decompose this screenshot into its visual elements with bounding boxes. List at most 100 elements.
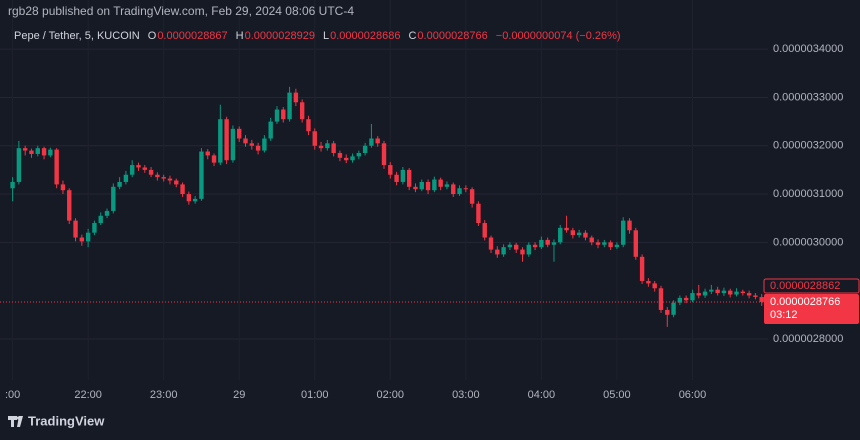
candle-body [344,157,349,161]
candle-body [570,230,576,236]
x-tick-label: 29 [233,389,245,401]
x-tick-label: 05:00 [603,389,631,401]
candle-body [438,179,443,187]
candle-body [627,220,632,231]
candle-body [293,92,299,103]
candle-body [274,109,280,122]
candle-body [325,143,330,149]
candle-body [237,128,242,139]
brand-name: TradingView [28,413,105,428]
candle-body [375,138,380,144]
candle-body [318,145,324,149]
candle-body [595,242,601,245]
candle-body [299,102,305,120]
candle-body [394,174,399,182]
brand: TradingView [8,413,105,428]
candle-body [388,165,393,175]
candle-body [696,293,701,296]
candle-body [167,178,173,181]
candle-body [406,169,412,187]
change: −0.0000000074 (−0.26%) [496,30,621,42]
candle-body [136,165,141,168]
candle-body [539,239,544,248]
candle-body [161,177,166,179]
candle-body [608,242,613,248]
candle-body [369,138,374,146]
x-tick-label: 04:00 [528,389,556,401]
brand-logo-dot [16,416,21,420]
candle-body [551,242,557,245]
x-tick-label: 01:00 [301,389,329,401]
candle-body [48,149,53,156]
candle-body [444,184,450,187]
x-tick-label: 03:00 [452,389,480,401]
candle-body [249,143,255,146]
candle-body [148,169,154,175]
overlay: 0.0000028000 0.0000030000 0.0000031000 0.00… [0,43,860,401]
candle-body [262,138,267,151]
candle-body [186,194,192,202]
price-label: 0.0000028766 [770,296,840,308]
candle-body [432,179,437,191]
ohlc-value: 0.0000028686 [330,30,400,42]
candle-body [633,230,639,257]
candle-body [73,220,78,238]
candle-body [532,244,538,248]
symbol: Pepe / Tether, 5, KUCOIN [14,30,140,42]
ohlc-value: 0.0000028766 [417,30,487,42]
candle-body [451,184,456,195]
candle-body [400,169,406,182]
candle-body [41,148,47,156]
candle-body [306,119,311,132]
candle-body [337,152,343,158]
candle-body [583,232,588,238]
candle-body [79,237,85,242]
candle-body [243,138,248,144]
candle-body [129,165,135,175]
candle-body [54,149,59,185]
candle-body [312,131,317,146]
candle-body [268,121,273,139]
candle-body [564,227,569,231]
candle-body [589,237,594,243]
ohlc-key: C [408,30,416,42]
candle-body [331,143,336,153]
candle-body [10,181,15,189]
candle-body [123,174,129,182]
candle-body [715,289,720,294]
candle-body [356,152,362,157]
candle-body [753,295,758,297]
candle-body [35,148,40,154]
candle-body [287,92,292,120]
ohlc-value: 0.0000028867 [157,30,227,42]
candle-body [381,143,387,166]
candle-body [224,119,229,161]
candle-body [488,237,494,250]
x-tick-label: 06:00 [679,389,707,401]
candle-body [117,181,122,187]
candle-body [501,247,506,255]
candle-body [413,186,418,190]
ohlc-key: H [236,30,244,42]
candle-body [155,174,160,178]
candle-body [621,220,626,245]
candle-body [104,210,110,216]
x-tick-label: 22:00 [74,389,102,401]
candle-body [85,232,91,242]
y-tick-label: 0.0000030000 [773,236,843,248]
candle-body [602,242,607,245]
candle-body [180,184,185,195]
candle-body [98,215,103,224]
candle-body [734,291,739,295]
ohlc-value: 0.0000028929 [245,30,315,42]
candle-body [425,181,431,191]
candle-body [576,232,582,236]
candle-body [281,109,286,120]
candle-body [665,309,670,315]
candle-body [362,145,368,153]
candle-body [495,249,500,255]
candle-body [482,223,487,238]
candle-body [690,293,695,301]
candle-body [476,203,481,224]
